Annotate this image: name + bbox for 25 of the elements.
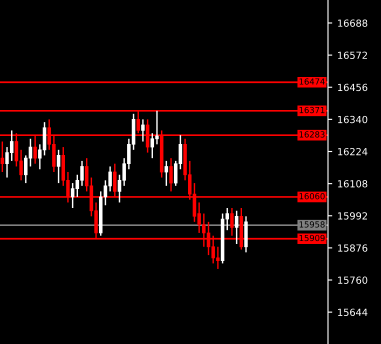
- y-tick-label: 15876: [338, 244, 368, 252]
- candlestick: [56, 149, 60, 184]
- ref-line-label: 15958: [300, 221, 325, 228]
- y-tick-label: 16340: [338, 116, 368, 124]
- candlestick: [10, 130, 14, 162]
- y-tick-label: 15992: [338, 212, 367, 220]
- y-tick-label: 15760: [338, 276, 368, 284]
- candlestick: [234, 210, 238, 245]
- y-tick-label: 16572: [338, 52, 367, 59]
- y-tick-label: 16688: [338, 19, 368, 27]
- y-tick-label: 16224: [338, 148, 368, 156]
- candlestick: [141, 118, 145, 142]
- candlestick: [150, 132, 154, 159]
- y-tick-label: 15644: [338, 308, 368, 316]
- ref-line-label: 16283: [300, 131, 325, 138]
- y-tick-label: 16456: [338, 84, 368, 92]
- ref-line-label: 15909: [300, 234, 325, 242]
- ref-line-label: 16474: [300, 78, 325, 85]
- candlestick: [169, 157, 173, 192]
- candlestick: [230, 207, 234, 236]
- ref-line-label: 16371: [300, 106, 324, 114]
- y-tick-label: 16108: [338, 180, 368, 188]
- ref-line-label: 16060: [300, 193, 325, 200]
- candlestick: [0, 140, 4, 173]
- candlestick: [164, 160, 168, 187]
